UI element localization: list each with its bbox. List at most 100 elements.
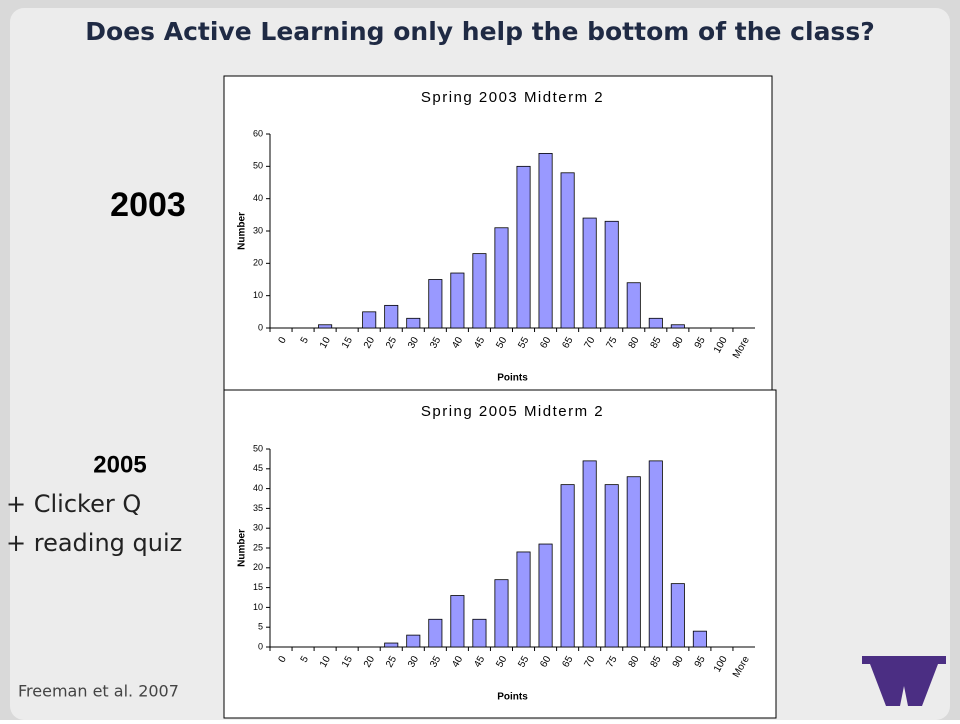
x-tick-label: 65	[560, 654, 575, 670]
bar	[494, 227, 509, 329]
bar	[582, 460, 597, 648]
x-tick-label: 70	[582, 654, 597, 670]
bar	[692, 630, 707, 648]
x-tick-label: 10	[318, 654, 333, 670]
y-tick-label: 15	[253, 582, 263, 592]
x-tick-label: 80	[627, 335, 642, 351]
bar	[472, 618, 487, 648]
y-tick-label: 0	[258, 641, 263, 651]
x-tick-label: 40	[450, 335, 465, 351]
x-tick-label: 75	[605, 654, 620, 670]
x-tick-label: 10	[318, 335, 333, 351]
bar	[538, 543, 553, 648]
y-axis-label: Number	[237, 529, 248, 567]
bar	[626, 476, 641, 648]
slide-title: Does Active Learning only help the botto…	[85, 17, 874, 46]
x-tick-label: 75	[605, 335, 620, 351]
bar	[406, 634, 421, 648]
x-axis-label: Points	[497, 692, 528, 703]
bar	[670, 583, 685, 648]
y-tick-label: 10	[253, 290, 263, 300]
note: + Clicker Q	[6, 490, 141, 518]
y-tick-label: 60	[253, 128, 263, 138]
logo	[862, 656, 946, 706]
bar	[670, 324, 685, 329]
chart-title: Spring 2003 Midterm 2	[421, 89, 604, 106]
x-tick-label: 60	[538, 335, 553, 351]
bar	[362, 311, 377, 329]
x-tick-label: 5	[299, 654, 312, 665]
y-tick-label: 50	[253, 443, 263, 453]
x-tick-label: 85	[649, 654, 664, 670]
x-tick-label: 55	[516, 654, 531, 670]
y-tick-label: 30	[253, 523, 263, 533]
y-tick-label: 35	[253, 503, 263, 513]
x-tick-label: 45	[472, 335, 487, 351]
citation: Freeman et al. 2007	[18, 682, 179, 701]
y-tick-label: 50	[253, 161, 263, 171]
x-tick-label: 85	[649, 335, 664, 351]
y-axis-label: Number	[237, 212, 248, 250]
bar	[428, 279, 443, 329]
y-tick-label: 40	[253, 483, 263, 493]
x-tick-label: 95	[693, 335, 708, 351]
bar	[428, 618, 443, 648]
year-label: 2005	[93, 451, 146, 478]
y-tick-label: 40	[253, 193, 263, 203]
bar	[582, 217, 597, 329]
x-tick-label: 50	[494, 335, 509, 351]
x-tick-label: 45	[472, 654, 487, 670]
x-tick-label: 35	[428, 335, 443, 351]
x-tick-label: 5	[299, 335, 312, 346]
bar	[318, 324, 333, 329]
chart-title: Spring 2005 Midterm 2	[421, 403, 604, 420]
y-tick-label: 20	[253, 562, 263, 572]
bar	[450, 272, 465, 329]
x-tick-label: 30	[406, 335, 421, 351]
y-tick-label: 30	[253, 225, 263, 235]
x-tick-label: 15	[340, 335, 355, 351]
x-tick-label: 90	[671, 335, 686, 351]
bar	[560, 484, 575, 648]
x-tick-label: 55	[516, 335, 531, 351]
charts: Spring 2003 Midterm 2 Points Number 0 10 20 30…	[223, 75, 777, 719]
y-tick-label: 45	[253, 463, 263, 473]
x-tick-label: 50	[494, 654, 509, 670]
bar	[516, 165, 531, 329]
bar	[384, 642, 399, 648]
x-tick-label: 15	[340, 654, 355, 670]
bar	[604, 484, 619, 648]
y-tick-label: 10	[253, 602, 263, 612]
bar	[406, 317, 421, 329]
x-tick-label: 25	[384, 654, 399, 670]
chart-frame	[223, 389, 777, 719]
bar	[384, 304, 399, 329]
note: + reading quiz	[6, 529, 182, 557]
bar	[538, 152, 553, 329]
x-tick-label: 70	[582, 335, 597, 351]
y-tick-label: 20	[253, 258, 263, 268]
y-tick-label: 25	[253, 542, 263, 552]
x-tick-label: 90	[671, 654, 686, 670]
x-axis-label: Points	[497, 373, 528, 384]
bar	[626, 282, 641, 329]
x-tick-label: 0	[277, 654, 290, 665]
y-tick-label: 0	[258, 322, 263, 332]
x-tick-label: 65	[560, 335, 575, 351]
x-tick-label: 95	[693, 654, 708, 670]
bar	[472, 253, 487, 329]
y-tick-label: 5	[258, 622, 263, 632]
bar	[494, 579, 509, 648]
year-label: 2003	[110, 186, 186, 224]
x-tick-label: 60	[538, 654, 553, 670]
bar	[648, 460, 663, 648]
bar	[450, 595, 465, 648]
bar	[560, 172, 575, 329]
x-tick-label: 20	[362, 654, 377, 670]
bar	[648, 317, 663, 329]
x-tick-label: 40	[450, 654, 465, 670]
x-tick-label: 80	[627, 654, 642, 670]
bar	[604, 220, 619, 329]
x-tick-label: 25	[384, 335, 399, 351]
